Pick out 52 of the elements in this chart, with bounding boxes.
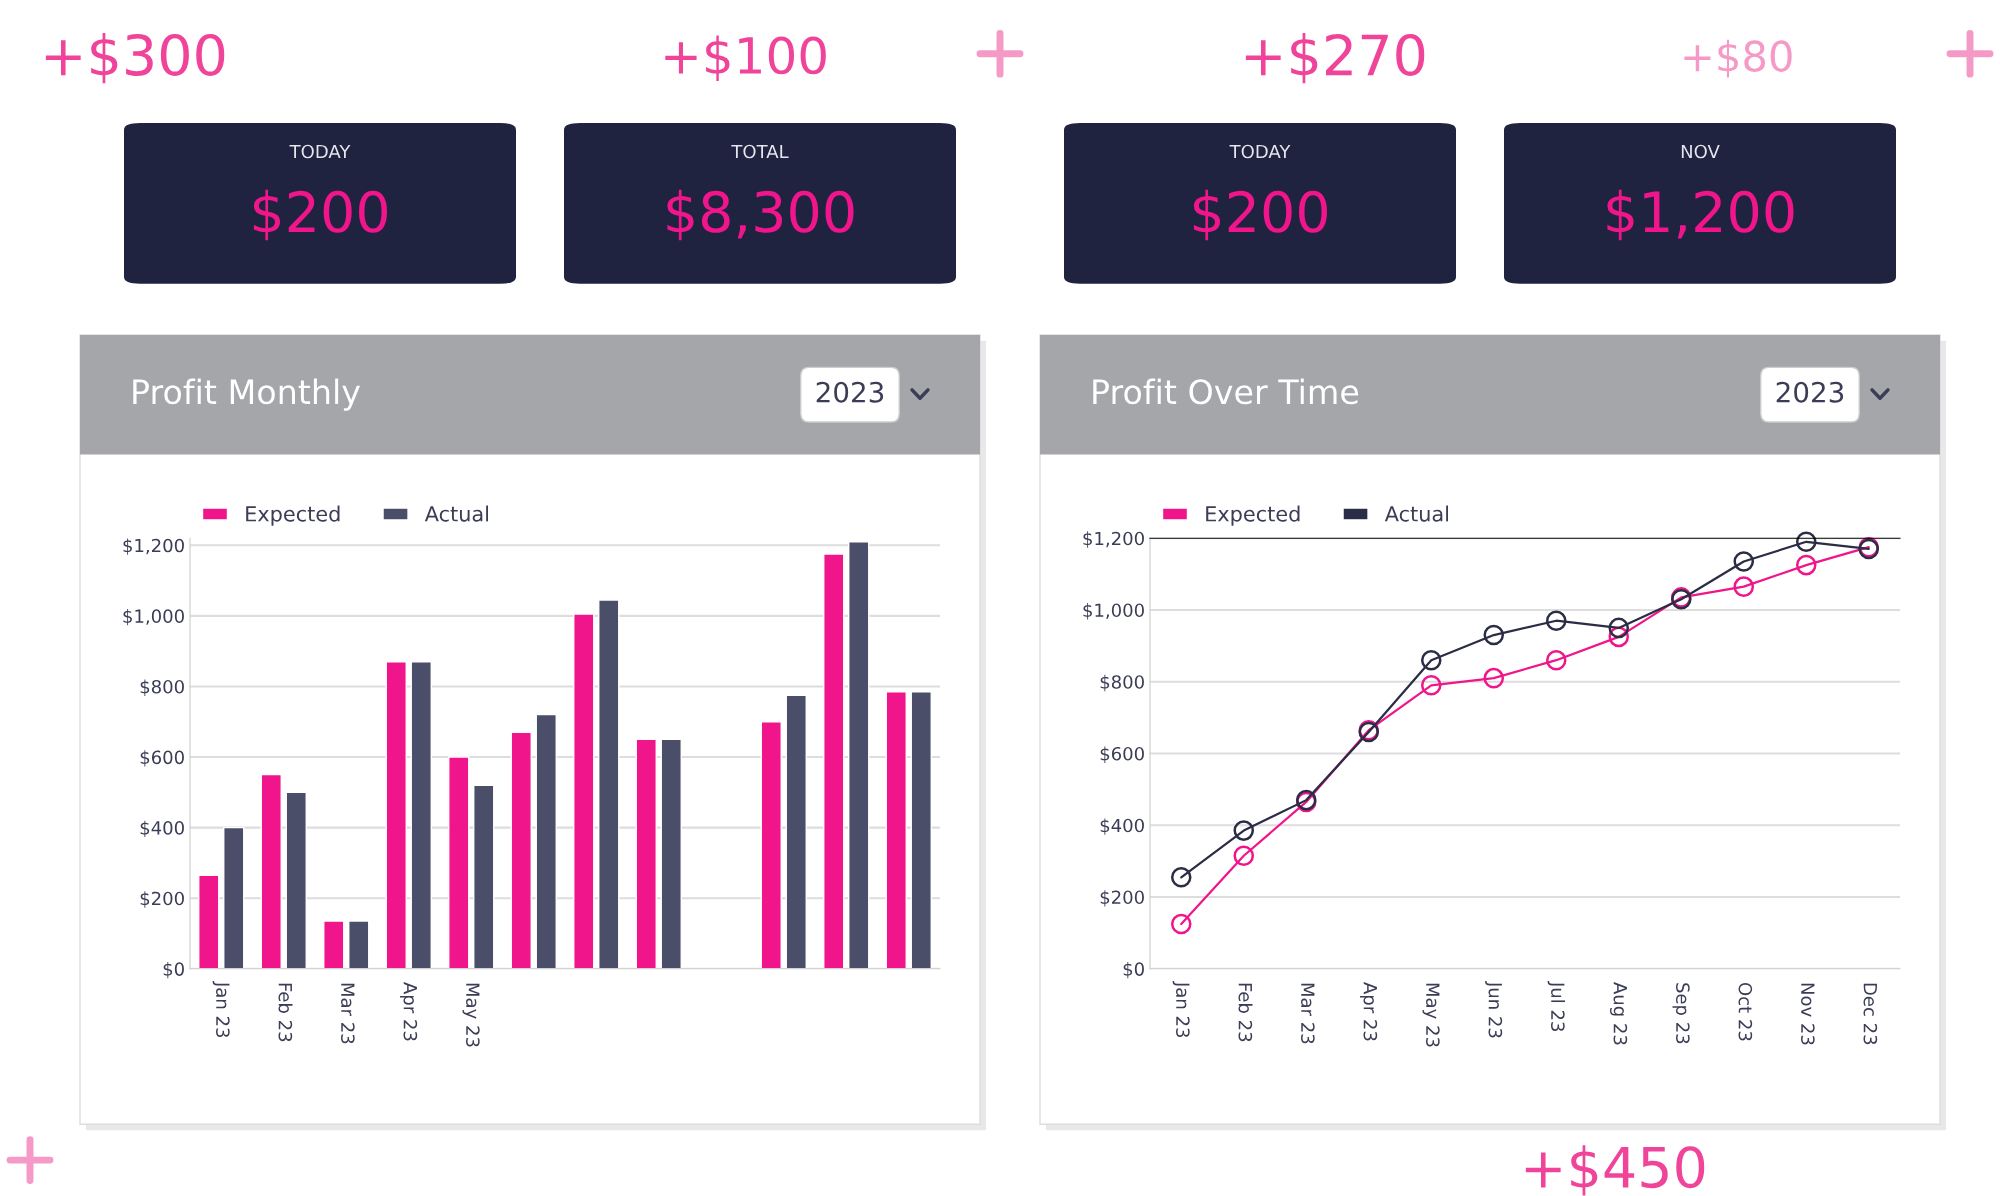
x-tick-label: Apr 23: [400, 982, 418, 1041]
legend-label: Actual: [424, 505, 489, 522]
x-tick-label: Feb 23: [278, 983, 293, 1042]
text: $8,300: [667, 189, 854, 241]
text: +$100: [665, 35, 826, 81]
y-tick-label: $600: [1100, 746, 1144, 763]
x-tick-label: Jan 23: [1172, 981, 1190, 1038]
legend-label: Expected: [1206, 505, 1300, 526]
y-tick-label: $400: [1100, 818, 1144, 835]
y-tick-label: $1,000: [123, 608, 184, 626]
text: $1,200: [1607, 189, 1794, 241]
chart-subtitle: 2023: [816, 381, 884, 403]
x-tick-label: Oct 23: [1738, 982, 1753, 1041]
x-tick-label: Jul 23: [1547, 981, 1565, 1032]
x-tick-label: Apr 23: [1360, 982, 1378, 1041]
text: +$270: [1245, 32, 1425, 84]
text: $200: [1193, 189, 1327, 241]
x-tick-label: Jun 23: [1485, 981, 1503, 1038]
x-tick-label: May 23: [1422, 983, 1440, 1047]
y-tick-label: $1,200: [123, 538, 184, 555]
x-tick-label: Sep 23: [1672, 983, 1690, 1044]
chart-title: Profit Monthly: [133, 378, 360, 411]
y-tick-label: $1,200: [1083, 531, 1144, 548]
text: $200: [253, 189, 387, 241]
y-tick-label: $0: [1123, 961, 1144, 979]
x-tick-label: Mar 23: [341, 983, 355, 1044]
text: +$450: [1525, 1145, 1705, 1196]
y-tick-label: $1,000: [1083, 603, 1144, 620]
legend-label: Actual: [1384, 505, 1449, 522]
x-tick-label: Jan 23: [212, 981, 230, 1038]
y-tick-label: $400: [140, 820, 184, 838]
text: NOV: [1681, 144, 1720, 159]
text: TODAY: [289, 144, 351, 159]
x-tick-label: Aug 23: [1610, 982, 1628, 1045]
x-tick-label: Mar 23: [1301, 983, 1315, 1044]
y-tick-label: $200: [140, 891, 184, 908]
x-tick-label: May 23: [462, 983, 480, 1047]
chart-subtitle: 2023: [1776, 381, 1844, 403]
legend-label: Expected: [246, 505, 340, 526]
y-tick-label: $600: [140, 750, 184, 767]
y-tick-label: $0: [163, 961, 184, 979]
y-tick-label: $800: [1100, 674, 1144, 692]
x-tick-label: Dec 23: [1863, 983, 1878, 1045]
text: +$300: [45, 32, 225, 84]
text: +$80: [1684, 39, 1792, 78]
chart-title: Profit Over Time: [1093, 378, 1359, 405]
y-tick-label: $800: [140, 679, 184, 696]
text: TODAY: [1229, 144, 1291, 159]
y-tick-label: $200: [1100, 890, 1144, 907]
text: TOTAL: [731, 144, 789, 159]
x-tick-label: Feb 23: [1238, 983, 1253, 1042]
x-tick-label: Nov 23: [1801, 983, 1815, 1045]
